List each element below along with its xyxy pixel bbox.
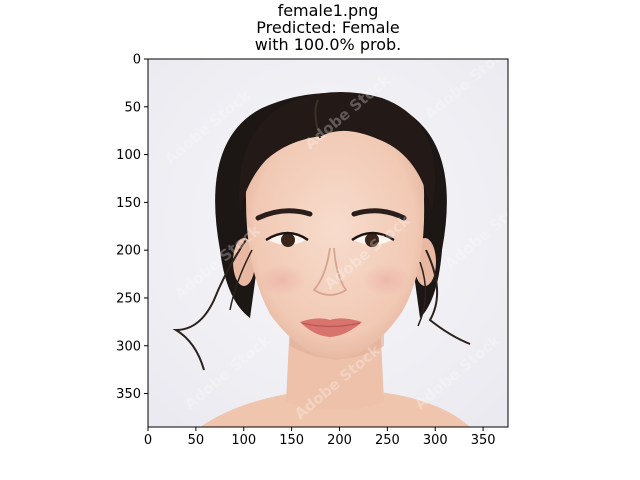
y-tick-label: 300	[116, 339, 141, 354]
left-cheek	[258, 264, 306, 296]
right-eyebrow	[351, 208, 407, 221]
hair-part	[314, 99, 321, 139]
y-tick-label: 150	[116, 196, 141, 211]
title-line-2: Predicted: Female	[256, 18, 400, 37]
left-eyelid	[265, 231, 309, 242]
nose	[312, 247, 348, 296]
hair-strand-left-2	[229, 249, 253, 311]
hair-strand-left	[172, 239, 247, 371]
y-tick-label: 100	[116, 148, 141, 163]
x-tick-label: 100	[231, 433, 256, 448]
hair-top	[239, 92, 436, 212]
right-cheek	[362, 264, 410, 296]
y-tick-label: 250	[116, 291, 141, 306]
x-tick-label: 50	[188, 433, 205, 448]
x-tick-label: 350	[471, 433, 496, 448]
y-tick-label: 350	[116, 387, 141, 402]
x-tick-label: 150	[279, 433, 304, 448]
title-line-3: with 100.0% prob.	[254, 35, 402, 54]
x-tick-label: 0	[144, 433, 152, 448]
left-iris	[281, 233, 295, 247]
y-axis: 0 50 100 150 200 250 300 350	[116, 53, 148, 402]
y-tick-label: 200	[116, 244, 141, 259]
right-eyelid	[351, 231, 395, 242]
x-tick-label: 300	[423, 433, 448, 448]
lip-line	[301, 322, 361, 328]
y-tick-label: 0	[133, 53, 141, 68]
x-tick-label: 250	[375, 433, 400, 448]
hair-strand-right	[425, 249, 471, 345]
hair-strand-right-2	[417, 261, 427, 327]
right-iris	[365, 233, 379, 247]
left-eyebrow	[255, 208, 313, 221]
lips	[300, 318, 362, 337]
title-line-1: female1.png	[277, 1, 379, 20]
x-axis: 0 50 100 150 200 250 300 350	[144, 427, 496, 448]
portrait-photo: Adobe Stock Adobe Stock Adobe Stock Adob…	[148, 59, 508, 427]
x-tick-label: 200	[327, 433, 352, 448]
y-tick-label: 50	[124, 100, 141, 115]
axes-frame	[147, 58, 509, 428]
face	[245, 123, 425, 360]
